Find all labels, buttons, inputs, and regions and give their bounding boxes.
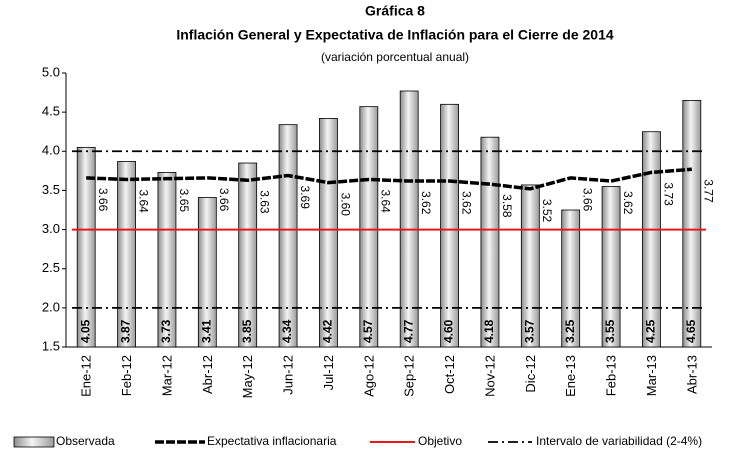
y-tick-label: 1.5 (42, 338, 60, 353)
bar-value-label: 3.57 (522, 319, 536, 343)
chart-subtitle: Inflación General y Expectativa de Infla… (176, 27, 614, 43)
bar (561, 209, 581, 348)
bar-value-label: 4.42 (321, 319, 335, 343)
x-tick-label: Mar-13 (644, 355, 659, 396)
bar-value-label: 4.34 (280, 319, 294, 343)
line-value-label: 3.66 (96, 188, 110, 212)
bar (642, 131, 661, 348)
bar (601, 186, 621, 348)
y-tick-label: 5.0 (42, 64, 60, 79)
line-value-label: 3.69 (298, 186, 312, 210)
line-value-label: 3.62 (459, 191, 473, 215)
bar (480, 136, 500, 348)
x-tick-label: May-12 (240, 355, 255, 398)
bar (157, 172, 177, 348)
y-tick-label: 2.5 (42, 260, 60, 275)
y-tick-label: 3.0 (42, 221, 60, 236)
legend-label: Expectativa inflacionaria (207, 434, 337, 448)
line-value-label: 3.66 (217, 188, 231, 212)
x-tick-label: Ene-13 (563, 355, 578, 397)
bar-value-label: 3.25 (563, 319, 577, 343)
bar (399, 90, 419, 348)
x-tick-label: Feb-12 (119, 355, 134, 396)
x-tick-label: Abr-12 (200, 355, 215, 394)
line-value-label: 3.58 (500, 194, 514, 218)
line-value-label: 3.64 (136, 189, 150, 213)
chart-title: Gráfica 8 (365, 3, 425, 19)
bar (197, 197, 217, 348)
bar-value-label: 3.41 (199, 319, 213, 343)
bar (76, 146, 96, 348)
x-tick-label: Dic-12 (523, 355, 538, 393)
bar (682, 100, 702, 348)
bar-value-label: 4.77 (401, 319, 415, 343)
y-tick-label: 2.0 (42, 299, 60, 314)
x-tick-label: Abr-13 (684, 355, 699, 394)
y-tick-label: 3.5 (42, 182, 60, 197)
bar (440, 103, 459, 348)
line-value-label: 3.62 (621, 191, 635, 215)
bar-value-label: 4.57 (361, 319, 375, 343)
x-tick-label: Feb-13 (604, 355, 619, 396)
line-value-label: 3.66 (581, 188, 595, 212)
chart-note: (variación porcentual anual) (321, 50, 469, 64)
line-value-label: 3.62 (419, 191, 433, 215)
bar-value-label: 4.60 (442, 319, 456, 343)
line-value-label: 3.77 (702, 179, 716, 203)
line-value-label: 3.63 (258, 190, 272, 214)
bar-value-label: 4.25 (644, 319, 658, 343)
bar-value-label: 3.87 (119, 319, 133, 343)
x-tick-label: Ene-12 (79, 355, 94, 397)
line-value-label: 3.64 (379, 189, 393, 213)
x-tick-label: Nov-12 (482, 355, 497, 397)
bar-value-label: 3.73 (159, 319, 173, 343)
x-tick-label: Ago-12 (361, 355, 376, 397)
x-tick-label: Sep-12 (402, 355, 417, 397)
bar (238, 162, 258, 348)
bar-value-label: 4.05 (78, 319, 92, 343)
line-value-label: 3.52 (540, 199, 554, 223)
legend-label: Objetivo (418, 434, 462, 448)
x-tick-label: Jun-12 (281, 355, 296, 395)
line-value-label: 3.60 (338, 193, 352, 217)
x-tick-label: Mar-12 (159, 355, 174, 396)
bar-value-label: 3.55 (603, 319, 617, 343)
legend-label: Observada (56, 434, 115, 448)
bar (117, 161, 136, 348)
y-tick-label: 4.0 (42, 143, 60, 158)
bar (278, 124, 298, 348)
bar-value-label: 3.85 (240, 319, 254, 343)
x-tick-label: Jul-12 (321, 355, 336, 390)
bar (520, 184, 540, 348)
x-tick-label: Oct-12 (442, 355, 457, 394)
bar (319, 118, 338, 348)
line-value-label: 3.73 (661, 182, 675, 206)
bar-value-label: 4.18 (482, 319, 496, 343)
legend-label: Intervalo de variabilidad (2-4%) (536, 434, 702, 448)
bar (359, 106, 379, 348)
y-tick-label: 4.5 (42, 104, 60, 119)
line-value-label: 3.65 (177, 189, 191, 213)
bar-value-label: 4.65 (684, 319, 698, 343)
expectation-line (86, 167, 692, 191)
legend-swatch (13, 436, 55, 448)
